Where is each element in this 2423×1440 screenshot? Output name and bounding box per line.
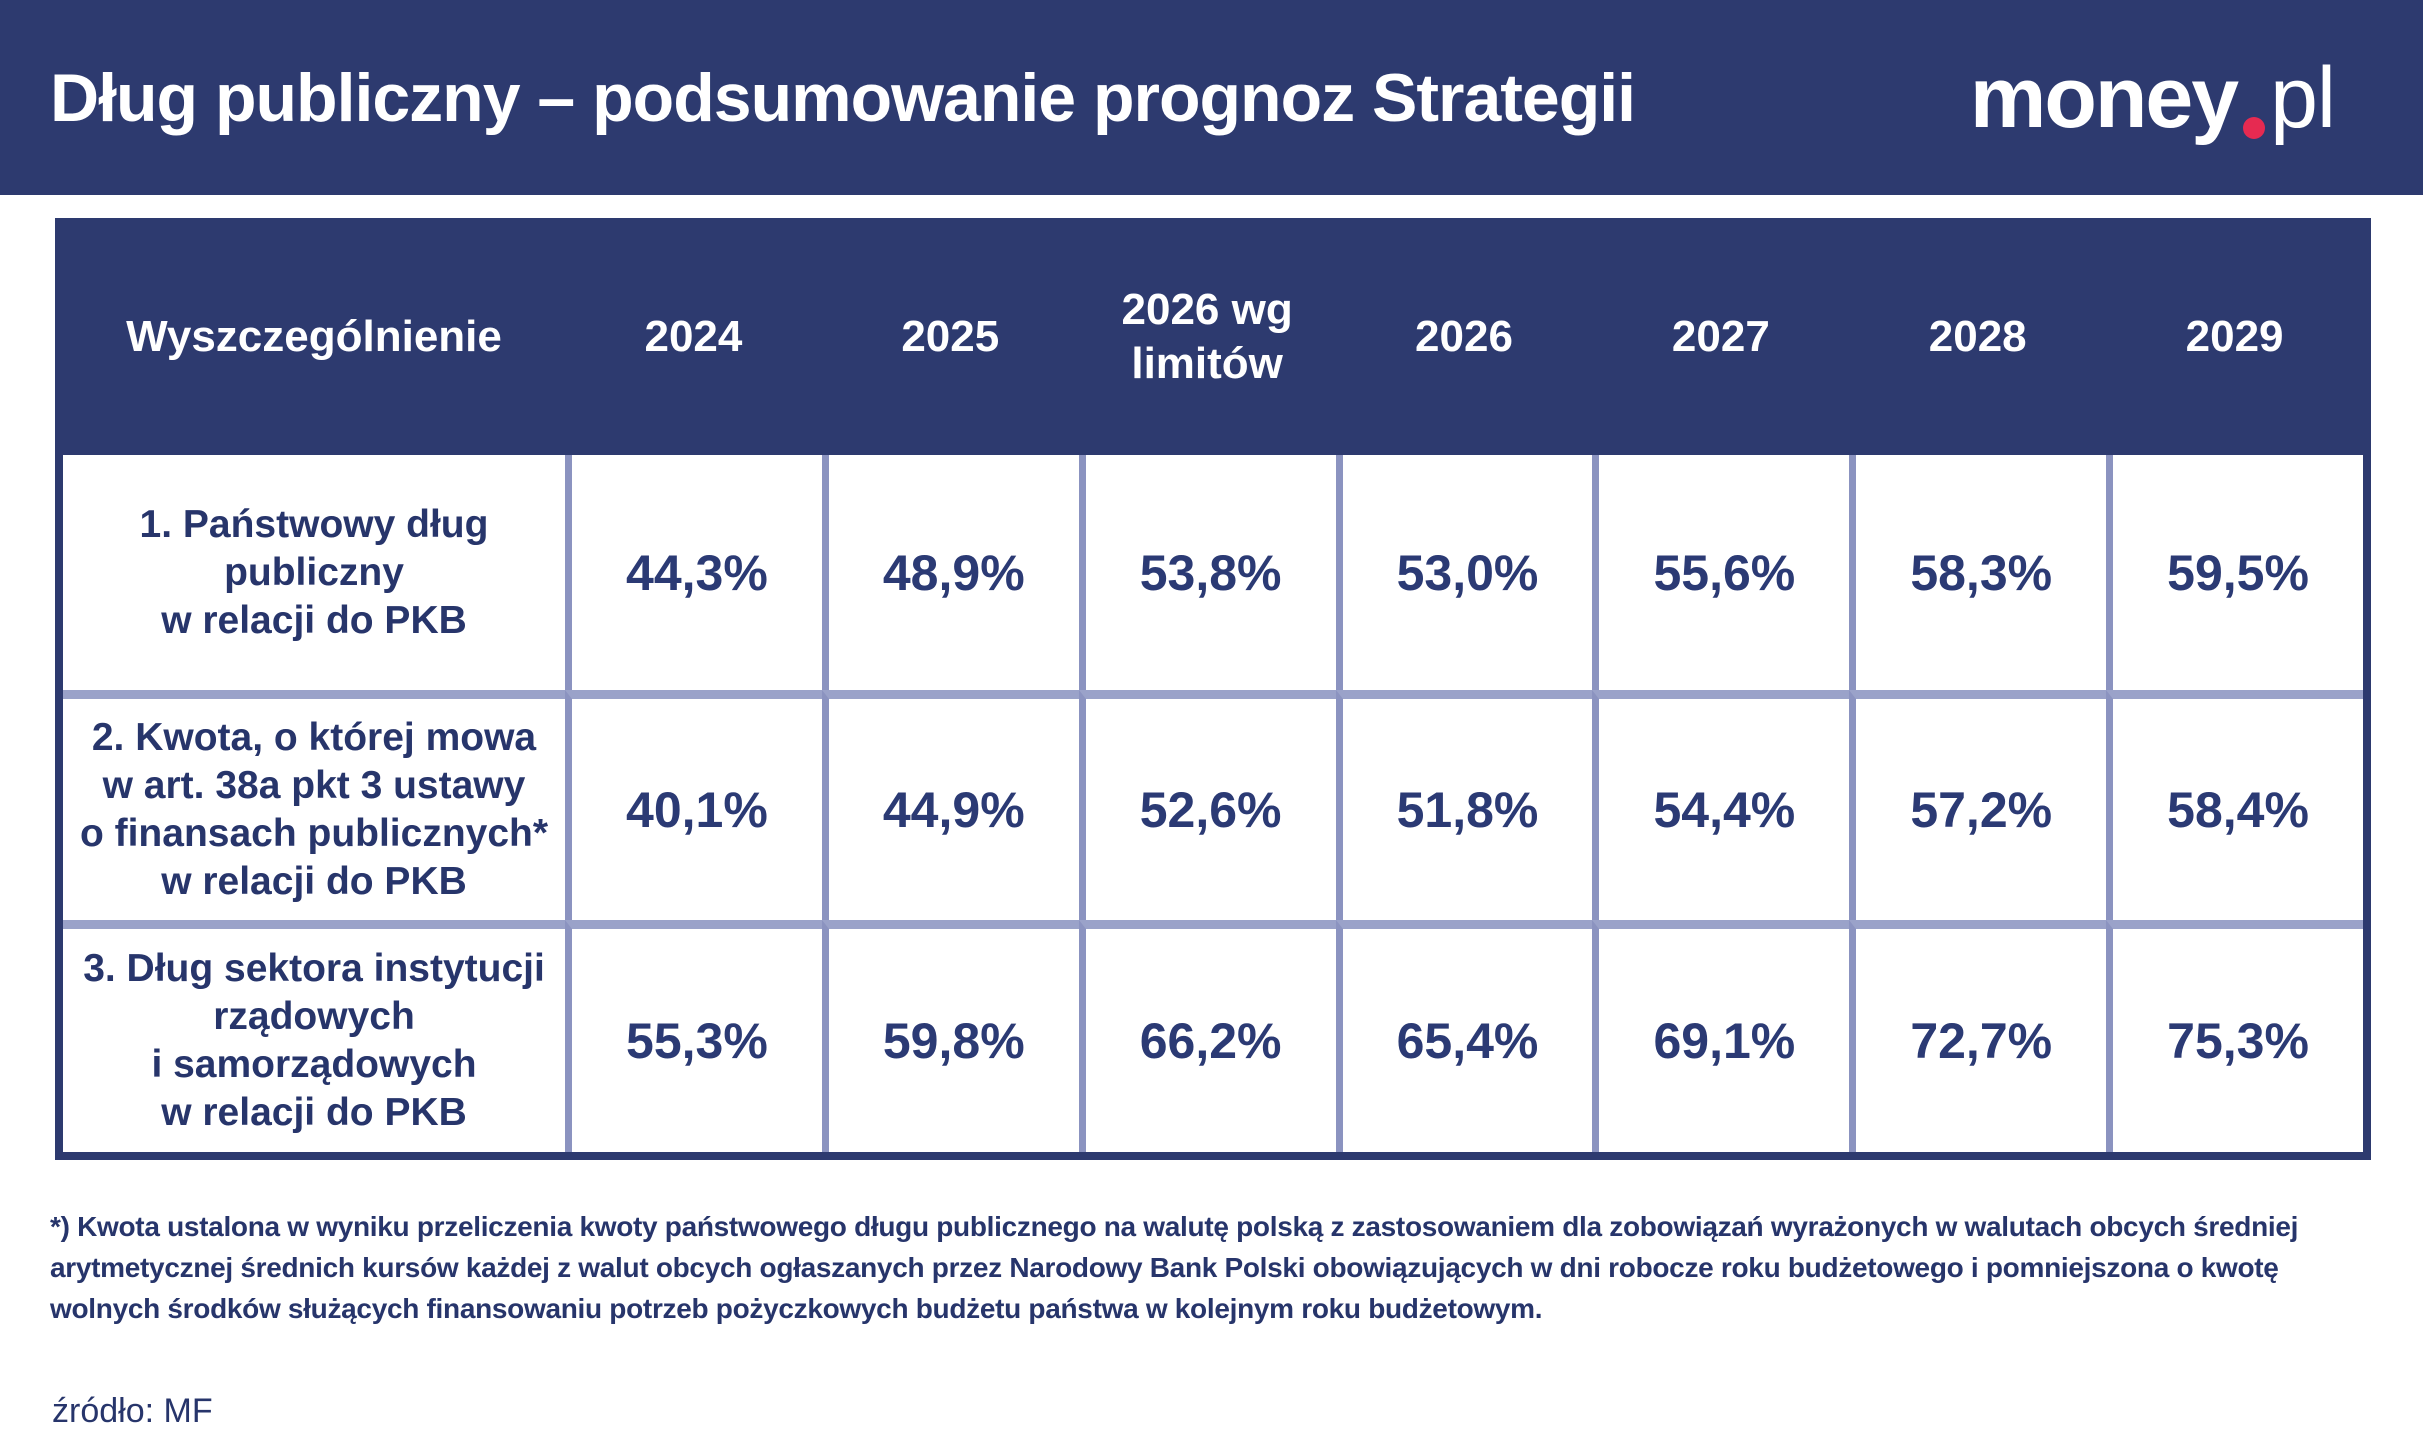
table-cell: 48,9% [821,455,1079,690]
column-header-2026: 2026 [1335,218,1593,455]
page-title: Dług publiczny – podsumowanie prognoz St… [50,59,1636,136]
column-header-2029: 2029 [2106,218,2363,455]
logo-text-money: money [1969,49,2239,146]
column-header-2025: 2025 [821,218,1079,455]
table-cell: 44,9% [821,690,1079,920]
table-cell: 65,4% [1335,920,1593,1152]
moneypl-logo: money pl [1969,49,2336,146]
table-cell: 53,0% [1335,455,1593,690]
table-cell: 58,4% [2106,690,2363,920]
source-label: źródło: MF [52,1392,213,1430]
table-cell: 58,3% [1849,455,2106,690]
column-header-2024: 2024 [565,218,822,455]
table-cell: 69,1% [1592,920,1850,1152]
table-cell: 51,8% [1335,690,1593,920]
logo-dot-icon [2243,116,2266,139]
table-cell: 55,6% [1592,455,1849,690]
row-label: 1. Państwowy dług publiczny w relacji do… [139,502,489,642]
table-cell: 52,6% [1078,690,1336,920]
row-label: 2. Kwota, o której mowa w art. 38a pkt 3… [63,690,565,920]
table-cell: 59,8% [821,920,1079,1152]
footnote: *) Kwota ustalona w wyniku przeliczenia … [50,1211,2299,1324]
table-cell: 57,2% [1849,690,2107,920]
table-cell: 66,2% [1078,920,1336,1152]
table-cell: 44,3% [565,455,822,690]
table-cell: 72,7% [1849,920,2107,1152]
column-header-2028: 2028 [1849,218,2107,455]
table-cell: 59,5% [2106,455,2363,690]
column-header-2027: 2027 [1592,218,1850,455]
table-cell: 53,8% [1078,455,1336,690]
table-cell: 40,1% [565,690,822,920]
column-header-2026-wg-limitow: 2026 wg limitów [1078,218,1336,455]
forecast-table: Wyszczególnienie 2024 2025 2026 wg limit… [55,218,2371,1160]
row-label: 3. Dług sektora instytucji rządowych i s… [63,920,565,1152]
table-cell: 54,4% [1592,690,1850,920]
column-header-wyszczegolnienie: Wyszczególnienie [63,218,565,455]
table-cell: 75,3% [2106,920,2363,1152]
logo-text-pl: pl [2270,49,2336,146]
header-bar: Dług publiczny – podsumowanie prognoz St… [0,0,2423,195]
table-cell: 55,3% [565,920,822,1152]
